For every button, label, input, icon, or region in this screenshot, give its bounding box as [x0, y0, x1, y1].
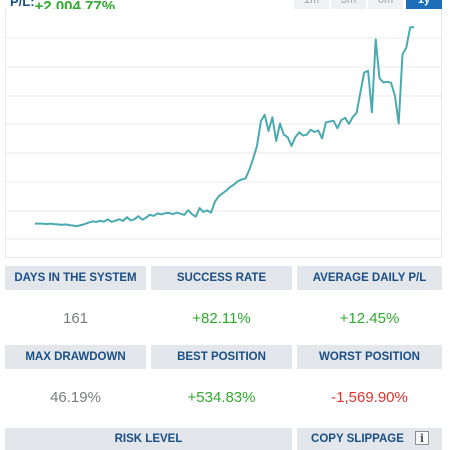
risk-level-header: RISK LEVEL — [5, 428, 292, 450]
period-tab-3m[interactable]: 3m — [331, 0, 366, 9]
best-position-value: +534.83% — [187, 389, 256, 406]
worst-position-header: WORST POSITION — [297, 345, 442, 369]
period-tab-1y[interactable]: 1y — [406, 0, 442, 9]
average-daily-pl-value: +12.45% — [339, 310, 400, 327]
best-position-header: BEST POSITION — [151, 345, 292, 369]
days-value: 161 — [62, 310, 89, 327]
days-header: DAYS IN THE SYSTEM — [5, 266, 146, 290]
average-daily-pl-header: AVERAGE DAILY P/L — [297, 266, 442, 290]
period-tab-1m[interactable]: 1m — [294, 0, 329, 9]
pl-summary: P/L: +2,004.77% — [10, 0, 115, 9]
period-tab-6m[interactable]: 6m — [368, 0, 403, 9]
pl-value: +2,004.77% — [34, 0, 116, 9]
copy-slippage-header: COPY SLIPPAGE — [297, 428, 442, 450]
chart-svg — [6, 26, 443, 240]
max-drawdown-value: 46.19% — [50, 389, 101, 406]
top-bar: P/L: +2,004.77% 1m 3m 6m 1y — [0, 0, 450, 9]
series-line — [35, 26, 414, 228]
performance-chart — [5, 9, 443, 258]
success-rate-header: SUCCESS RATE — [151, 266, 292, 290]
pl-label: P/L: — [10, 0, 35, 9]
worst-position-value: -1,569.90% — [331, 389, 408, 406]
copy-slippage-label: COPY SLIPPAGE — [311, 433, 404, 445]
success-rate-value: +82.11% — [192, 310, 251, 327]
max-drawdown-header: MAX DRAWDOWN — [5, 345, 146, 369]
info-icon[interactable]: i — [415, 431, 429, 445]
